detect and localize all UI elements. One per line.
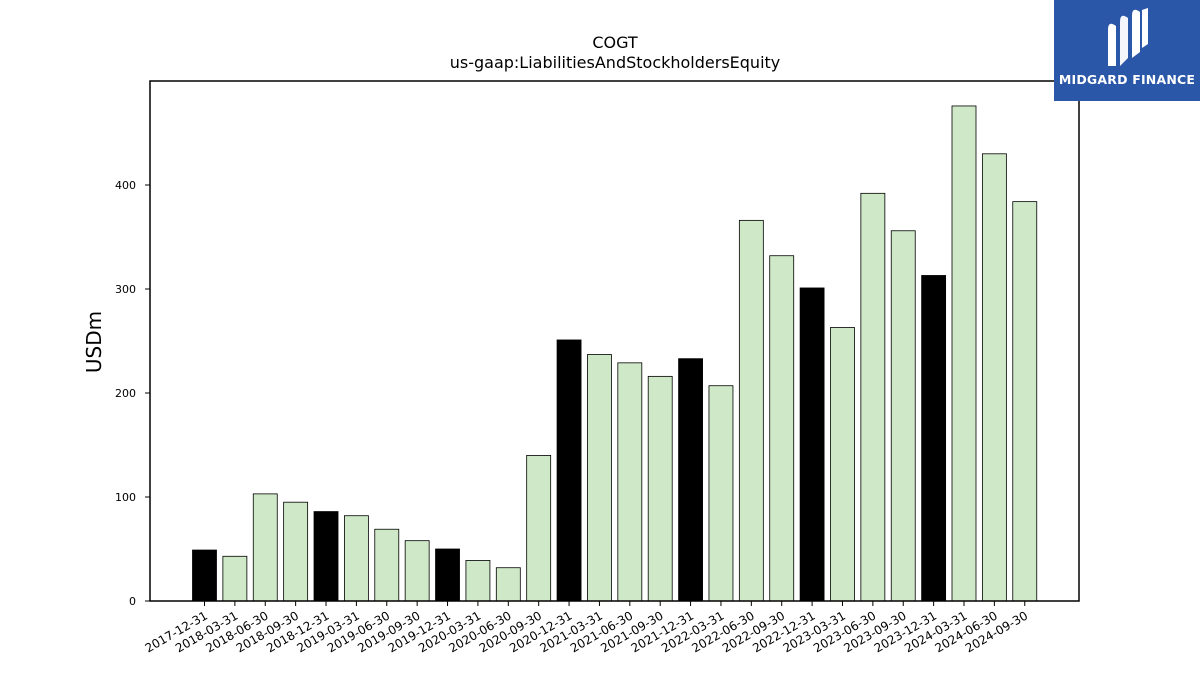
bar-2022-06-30	[738, 219, 764, 602]
bar-2020-09-30	[526, 454, 552, 602]
y-tick-label: 400	[115, 179, 136, 192]
bar-2018-06-30	[252, 493, 278, 602]
bar-2020-06-30	[495, 567, 521, 602]
bar-2024-09-30	[1012, 201, 1038, 602]
bar-2024-06-30	[981, 153, 1007, 602]
bar-2017-12-31	[192, 549, 217, 602]
y-tick-label: 0	[129, 595, 136, 608]
logo: MIDGARD FINANCE	[1054, 0, 1200, 101]
bar-2018-03-31	[222, 555, 248, 602]
bar-2022-03-31	[708, 385, 734, 602]
bar-2019-03-31	[343, 515, 369, 602]
y-axis-label: USDm	[82, 311, 106, 373]
bar-2018-09-30	[283, 501, 309, 602]
bar-2023-06-30	[860, 192, 886, 602]
x-axis: 2017-12-312018-03-312018-06-302018-09-30…	[143, 601, 1030, 655]
bar-2022-12-31	[799, 287, 825, 602]
y-tick-label: 300	[115, 283, 136, 296]
bar-2020-03-31	[465, 560, 491, 602]
bar-2020-12-31	[556, 339, 582, 602]
bar-2022-09-30	[769, 255, 795, 602]
bars-group	[192, 105, 1038, 602]
bar-2019-09-30	[404, 540, 430, 602]
bar-2019-12-31	[435, 548, 460, 602]
bar-2021-03-31	[587, 354, 612, 602]
bar-2021-06-30	[617, 362, 643, 602]
midgard-logo-icon	[1108, 8, 1148, 66]
bar-2019-06-30	[374, 528, 400, 602]
bar-2024-03-31	[951, 105, 977, 602]
bar-2021-12-31	[678, 358, 703, 602]
chart-subtitle: us-gaap:LiabilitiesAndStockholdersEquity	[450, 53, 781, 72]
plot-frame	[149, 80, 1080, 602]
bar-2023-03-31	[830, 327, 855, 602]
y-tick-label: 200	[115, 387, 136, 400]
y-axis: 0 100 200 300 400	[115, 179, 150, 608]
bar-2018-12-31	[313, 511, 339, 602]
logo-text: MIDGARD FINANCE	[1058, 72, 1196, 87]
bar-2023-09-30	[890, 230, 916, 602]
bar-2023-12-31	[921, 275, 947, 602]
chart-title: COGT	[592, 33, 638, 52]
bar-2021-09-30	[647, 375, 673, 602]
y-tick-label: 100	[115, 491, 136, 504]
